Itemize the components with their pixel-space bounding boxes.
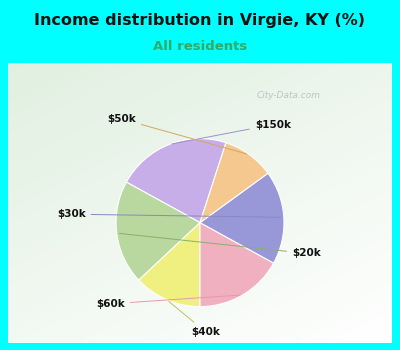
Wedge shape: [126, 139, 226, 223]
Wedge shape: [200, 143, 268, 223]
Text: $40k: $40k: [169, 301, 220, 337]
Wedge shape: [116, 182, 200, 280]
Text: $20k: $20k: [120, 233, 321, 258]
Wedge shape: [200, 173, 284, 263]
Text: $60k: $60k: [96, 295, 240, 309]
Text: City-Data.com: City-Data.com: [256, 91, 320, 100]
Wedge shape: [200, 223, 274, 307]
Text: $50k: $50k: [107, 114, 247, 154]
Text: $150k: $150k: [172, 120, 291, 144]
Wedge shape: [139, 223, 200, 307]
Text: $30k: $30k: [57, 209, 281, 219]
Text: Income distribution in Virgie, KY (%): Income distribution in Virgie, KY (%): [34, 13, 366, 28]
Text: All residents: All residents: [153, 40, 247, 53]
